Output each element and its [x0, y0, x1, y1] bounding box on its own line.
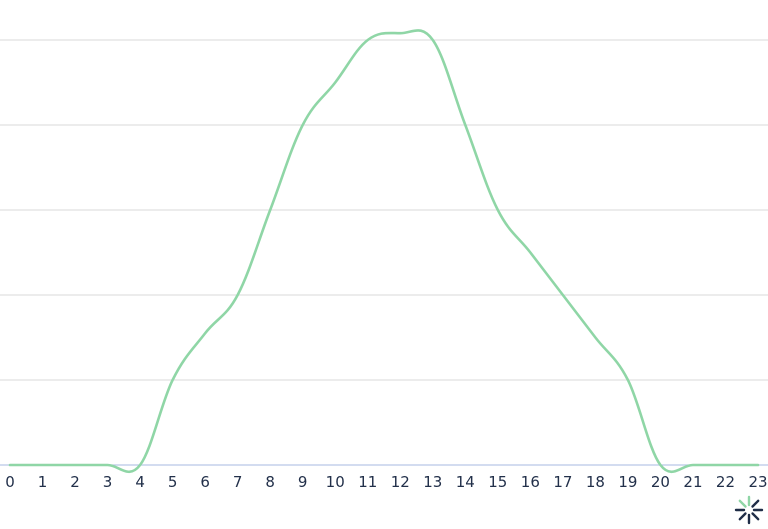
grid-layer — [0, 39, 768, 381]
x-tick-label-4: 4 — [135, 473, 145, 491]
x-tick-label-1: 1 — [38, 473, 48, 491]
x-tick-label-8: 8 — [265, 473, 275, 491]
spinner-ray-3 — [751, 512, 760, 521]
spinner-ray-5 — [738, 512, 747, 521]
spinner-ray-1 — [751, 499, 760, 508]
x-tick-label-5: 5 — [168, 473, 178, 491]
x-tick-label-15: 15 — [488, 473, 507, 491]
spinner-rays — [734, 495, 764, 525]
x-axis-ticks: 0 1 2 3 4 5 6 7 8 9 10 11 12 13 14 15 16 17 18 19 20 21 22 23 — [5, 473, 767, 491]
series-layer — [8, 29, 760, 474]
x-tick-label-18: 18 — [586, 473, 605, 491]
x-tick-label-16: 16 — [521, 473, 540, 491]
series-line-0 — [8, 29, 760, 474]
loading-spinner-icon — [732, 494, 766, 526]
x-tick-label-0: 0 — [5, 473, 15, 491]
x-tick-label-3: 3 — [103, 473, 113, 491]
x-tick-label-17: 17 — [553, 473, 572, 491]
x-tick-label-13: 13 — [423, 473, 442, 491]
x-tick-label-14: 14 — [456, 473, 475, 491]
x-tick-label-19: 19 — [618, 473, 637, 491]
x-tick-label-23: 23 — [748, 473, 767, 491]
x-tick-label-21: 21 — [683, 473, 702, 491]
x-tick-label-7: 7 — [233, 473, 243, 491]
x-tick-label-11: 11 — [358, 473, 377, 491]
x-tick-label-2: 2 — [70, 473, 80, 491]
x-tick-label-6: 6 — [200, 473, 210, 491]
spinner-ray-7 — [738, 499, 747, 508]
x-tick-label-22: 22 — [716, 473, 735, 491]
x-tick-label-20: 20 — [651, 473, 670, 491]
x-tick-label-10: 10 — [326, 473, 345, 491]
x-tick-label-9: 9 — [298, 473, 308, 491]
x-tick-label-12: 12 — [391, 473, 410, 491]
